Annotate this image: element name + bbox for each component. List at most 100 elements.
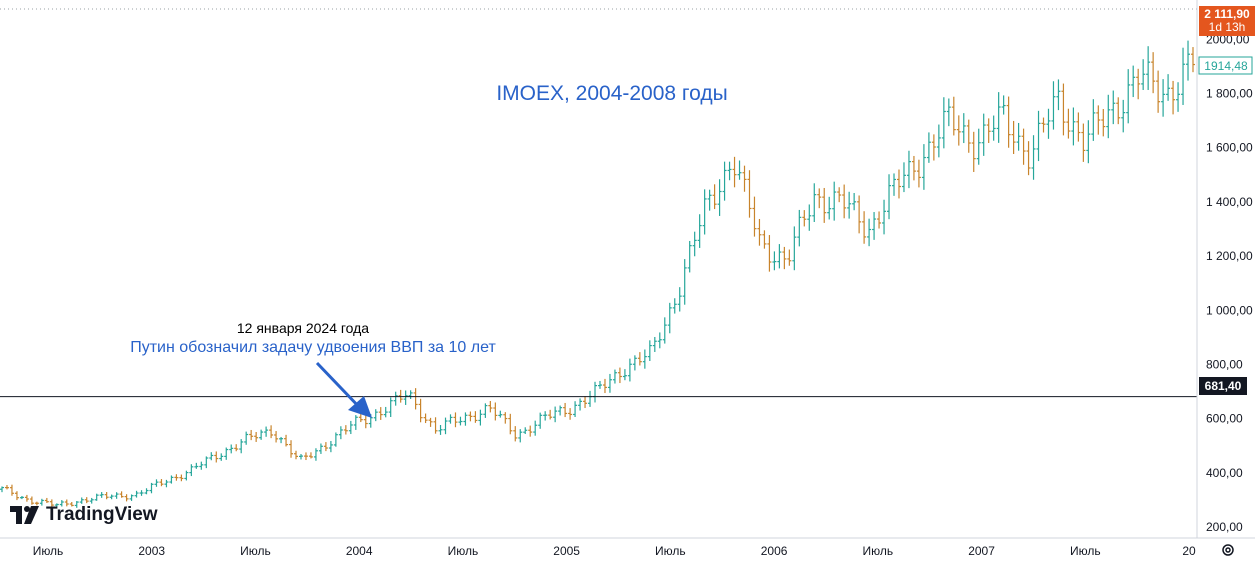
price-bar xyxy=(533,420,538,436)
price-bar xyxy=(712,184,717,210)
price-bar xyxy=(473,411,478,423)
price-bar xyxy=(1056,79,1061,111)
price-bar xyxy=(563,402,568,418)
price-bar xyxy=(29,496,34,505)
price-bar xyxy=(1041,117,1046,133)
price-bar xyxy=(468,411,473,422)
price-bar xyxy=(1161,79,1166,117)
price-bar xyxy=(553,406,558,423)
price-bar xyxy=(1036,110,1041,162)
price-bar xyxy=(892,173,897,196)
price-bar xyxy=(64,499,69,507)
price-bar xyxy=(84,497,89,504)
price-bar xyxy=(4,485,9,490)
price-bar xyxy=(1066,108,1071,139)
price-bar xyxy=(573,401,578,417)
chart-title: IMOEX, 2004-2008 годы xyxy=(496,82,727,105)
price-bar xyxy=(817,188,822,209)
price-bar xyxy=(214,451,219,463)
price-bar xyxy=(906,150,911,189)
price-tick-label: 1 800,00 xyxy=(1206,87,1253,101)
price-bar xyxy=(139,490,144,496)
price-bar xyxy=(702,189,707,235)
price-axis[interactable]: 200,00 400,00 600,00 800,00 1 000,00 1 200,00… xyxy=(1196,0,1253,538)
price-bar xyxy=(169,475,174,484)
price-bar xyxy=(637,352,642,366)
price-bar xyxy=(657,332,662,349)
price-bar xyxy=(752,196,757,237)
price-bar xyxy=(294,450,299,460)
price-bar xyxy=(109,494,114,500)
time-tick-label: 2005 xyxy=(553,544,580,558)
price-bar xyxy=(867,218,872,247)
price-bar xyxy=(787,249,792,266)
price-bar xyxy=(503,412,508,424)
price-bar xyxy=(274,431,279,443)
price-bar xyxy=(622,369,627,381)
price-bar xyxy=(727,161,732,181)
price-tick-label: 1 000,00 xyxy=(1206,303,1253,317)
time-tick-label: Июль xyxy=(655,544,686,558)
price-bar xyxy=(966,119,971,153)
price-bar xyxy=(593,381,598,403)
price-bar xyxy=(1031,135,1036,180)
price-bar xyxy=(672,298,677,314)
price-bar xyxy=(1146,46,1151,90)
price-bar xyxy=(941,97,946,149)
price-bar xyxy=(358,412,363,423)
price-bar xyxy=(697,214,702,248)
price-bar xyxy=(34,501,39,506)
price-bar xyxy=(438,424,443,435)
price-bar xyxy=(807,204,812,231)
top-price-label: 2 111,90 1d 13h xyxy=(1199,6,1255,36)
price-bar xyxy=(239,439,244,454)
price-bar xyxy=(1181,47,1186,105)
price-bar xyxy=(627,358,632,382)
price-bar xyxy=(926,132,931,163)
price-tick-label: 1 400,00 xyxy=(1206,195,1253,209)
time-tick-label: 2006 xyxy=(761,544,788,558)
price-bar xyxy=(378,407,383,420)
price-bar xyxy=(508,413,513,435)
current-price-value: 1914,48 xyxy=(1204,59,1248,73)
price-bar xyxy=(428,417,433,427)
price-bar xyxy=(209,452,214,461)
price-bar xyxy=(936,124,941,158)
time-tick-label: 2004 xyxy=(346,544,373,558)
price-bar xyxy=(104,492,109,500)
price-bar xyxy=(413,388,418,410)
time-axis[interactable]: Июль 2003 Июль 2004 Июль 2005 Июль 2006 Июль 2007… xyxy=(0,537,1255,558)
price-bar xyxy=(264,426,269,437)
price-bar xyxy=(174,474,179,481)
price-bar xyxy=(996,92,1001,143)
price-bar xyxy=(667,302,672,334)
price-bar xyxy=(862,211,867,244)
price-bar xyxy=(284,434,289,447)
top-price-time: 1d 13h xyxy=(1209,20,1246,34)
price-bar xyxy=(921,144,926,190)
price-bar xyxy=(124,494,129,502)
price-bar xyxy=(762,230,767,249)
price-bar xyxy=(737,160,742,180)
price-bar xyxy=(971,131,976,172)
price-bar xyxy=(568,408,573,420)
tradingview-logo[interactable]: TradingView xyxy=(10,504,158,526)
price-bar xyxy=(652,336,657,352)
price-bar xyxy=(44,497,49,503)
price-bar xyxy=(1101,108,1106,137)
price-bar xyxy=(94,493,99,501)
horizontal-level-line xyxy=(0,8,1197,398)
price-bar xyxy=(54,503,59,507)
price-bar xyxy=(493,402,498,421)
price-tick-label: 1 200,00 xyxy=(1206,249,1253,263)
price-bar xyxy=(269,425,274,439)
price-bar xyxy=(931,134,936,161)
price-bar xyxy=(99,492,104,498)
price-bar xyxy=(1046,108,1051,139)
price-bar xyxy=(1176,82,1181,112)
price-bar xyxy=(722,161,727,201)
time-tick-label: Июль xyxy=(448,544,479,558)
settings-icon[interactable] xyxy=(1222,544,1234,556)
price-bar xyxy=(822,187,827,223)
